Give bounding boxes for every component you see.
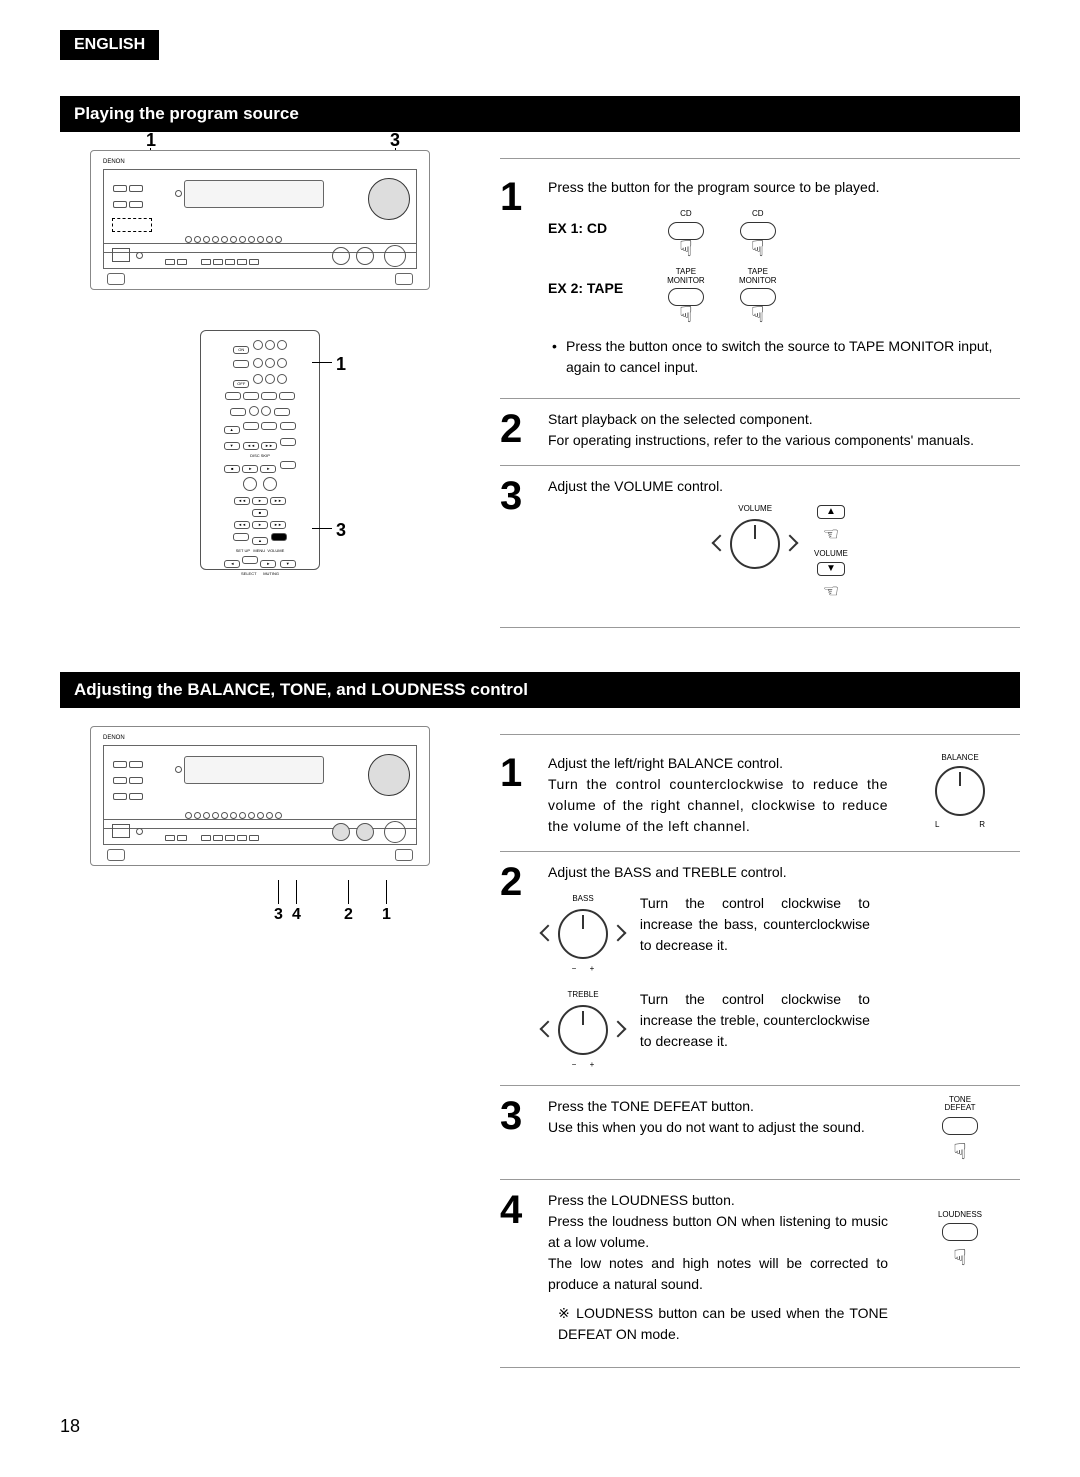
remote-diagram-wrap: ON OFF ▲ ▼ ◄◄►► DISC SKIP ■►► ◄◄►►► ■ ◄◄… xyxy=(190,330,330,570)
callout-c1: 1 xyxy=(382,906,391,924)
s2-step-1-num: 1 xyxy=(500,753,536,837)
ex1-btn2-label: CD xyxy=(730,208,786,220)
balance-r: R xyxy=(979,820,985,829)
receiver-diagram-2: DENON xyxy=(90,726,430,866)
remote-callout-3: 3 xyxy=(336,520,346,541)
step-3-num: 3 xyxy=(500,476,536,605)
section-2-left-column: DENON xyxy=(60,726,460,1377)
ex2-label: EX 2: TAPE xyxy=(548,278,648,299)
s2-step-4-note: LOUDNESS button can be used when the TON… xyxy=(558,1303,888,1345)
hand-icon: ☟ xyxy=(730,304,786,326)
hand-icon: ☟ xyxy=(658,304,714,326)
ex1-btn1-label: CD xyxy=(658,208,714,220)
bass-text: Turn the control clockwise to increase t… xyxy=(640,893,870,956)
remote-callout-1: 1 xyxy=(336,354,346,375)
s2-step-4-line2: Press the loudness button ON when listen… xyxy=(548,1211,888,1253)
ex1-button-1: CD ☟ xyxy=(658,208,714,260)
section-1-right-column: 1 Press the button for the program sourc… xyxy=(500,150,1020,636)
hand-icon: ☟ xyxy=(658,238,714,260)
volume-remote-label: VOLUME xyxy=(814,548,848,560)
step-1-text: Press the button for the program source … xyxy=(548,177,1020,198)
balance-l: L xyxy=(935,820,939,829)
receiver-diagram-2-wrap: DENON xyxy=(90,726,430,866)
s2-step-4-line3: The low notes and high notes will be cor… xyxy=(548,1253,888,1295)
s2-step-4-num: 4 xyxy=(500,1190,536,1345)
section-1-left-column: 1 3 DENON xyxy=(60,150,460,636)
receiver-2-callouts: 3 4 2 1 xyxy=(90,880,430,940)
ex2-button-1: TAPE MONITOR ☟ xyxy=(658,268,714,326)
callout-1: 1 xyxy=(146,130,156,151)
s2-step-3-line1: Press the TONE DEFEAT button. xyxy=(548,1096,888,1117)
receiver-diagram: DENON xyxy=(90,150,430,290)
tone-defeat-label: TONE DEFEAT xyxy=(900,1096,1020,1114)
vol-down-btn: ▼ xyxy=(817,562,845,576)
ex2-btn2-label: TAPE MONITOR xyxy=(730,268,786,286)
s2-step-4-line1: Press the LOUDNESS button. xyxy=(548,1190,888,1211)
step-1-num: 1 xyxy=(500,177,536,384)
step-2-line1: Start playback on the selected component… xyxy=(548,409,1020,430)
callout-c4: 4 xyxy=(292,906,301,924)
s2-step-2-text: Adjust the BASS and TREBLE control. xyxy=(548,862,1020,883)
ex2-btn1-label: TAPE MONITOR xyxy=(658,268,714,286)
step-3-text: Adjust the VOLUME control. xyxy=(548,476,1020,497)
ex1-button-2: CD ☟ xyxy=(730,208,786,260)
step-2-line2: For operating instructions, refer to the… xyxy=(548,430,1020,451)
step-1-note: Press the button once to switch the sour… xyxy=(566,336,1020,378)
balance-label: BALANCE xyxy=(900,753,1020,762)
step-2-num: 2 xyxy=(500,409,536,451)
callout-c3: 3 xyxy=(274,906,283,924)
page-number: 18 xyxy=(60,1416,1020,1437)
volume-dial-label: VOLUME xyxy=(720,503,790,515)
section-1-title: Playing the program source xyxy=(60,96,1020,132)
hand-icon: ☟ xyxy=(730,238,786,260)
section-2-title: Adjusting the BALANCE, TONE, and LOUDNES… xyxy=(60,672,1020,708)
s2-step-1-line2: Turn the control counterclockwise to red… xyxy=(548,774,888,837)
treble-label: TREBLE xyxy=(548,989,618,1001)
ex1-label: EX 1: CD xyxy=(548,218,648,239)
remote-diagram: ON OFF ▲ ▼ ◄◄►► DISC SKIP ■►► ◄◄►►► ■ ◄◄… xyxy=(200,330,320,570)
s2-step-1-line1: Adjust the left/right BALANCE control. xyxy=(548,753,888,774)
s2-step-3-num: 3 xyxy=(500,1096,536,1166)
ex2-button-2: TAPE MONITOR ☟ xyxy=(730,268,786,326)
receiver-diagram-wrap: 1 3 DENON xyxy=(90,150,430,290)
callout-c2: 2 xyxy=(344,906,353,924)
vol-up-btn: ▲ xyxy=(817,505,845,519)
loudness-label: LOUDNESS xyxy=(900,1210,1020,1219)
treble-text: Turn the control clockwise to increase t… xyxy=(640,989,870,1052)
section-2-right-column: 1 Adjust the left/right BALANCE control.… xyxy=(500,726,1020,1377)
s2-step-2-num: 2 xyxy=(500,862,536,1071)
language-badge: ENGLISH xyxy=(60,30,159,60)
bass-label: BASS xyxy=(548,893,618,905)
s2-step-3-line2: Use this when you do not want to adjust … xyxy=(548,1117,888,1138)
